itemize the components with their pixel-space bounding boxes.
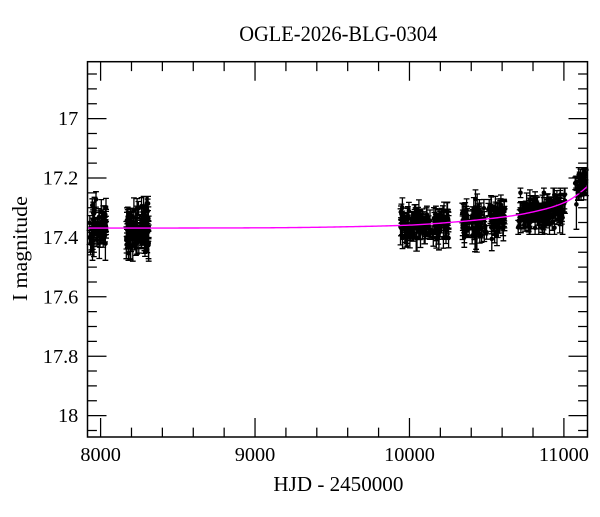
svg-text:17.2: 17.2 <box>43 168 79 190</box>
svg-text:17.8: 17.8 <box>43 346 79 368</box>
svg-text:17.6: 17.6 <box>43 286 79 308</box>
svg-text:17: 17 <box>58 108 78 130</box>
svg-text:9000: 9000 <box>235 444 276 466</box>
svg-text:11000: 11000 <box>539 444 589 466</box>
svg-text:17.4: 17.4 <box>43 227 79 249</box>
svg-text:8000: 8000 <box>80 444 121 466</box>
svg-text:10000: 10000 <box>384 444 435 466</box>
svg-text:I magnitude: I magnitude <box>8 196 32 301</box>
svg-text:18: 18 <box>58 405 78 427</box>
svg-text:HJD - 2450000: HJD - 2450000 <box>273 472 403 496</box>
svg-text:OGLE-2026-BLG-0304: OGLE-2026-BLG-0304 <box>239 22 437 46</box>
